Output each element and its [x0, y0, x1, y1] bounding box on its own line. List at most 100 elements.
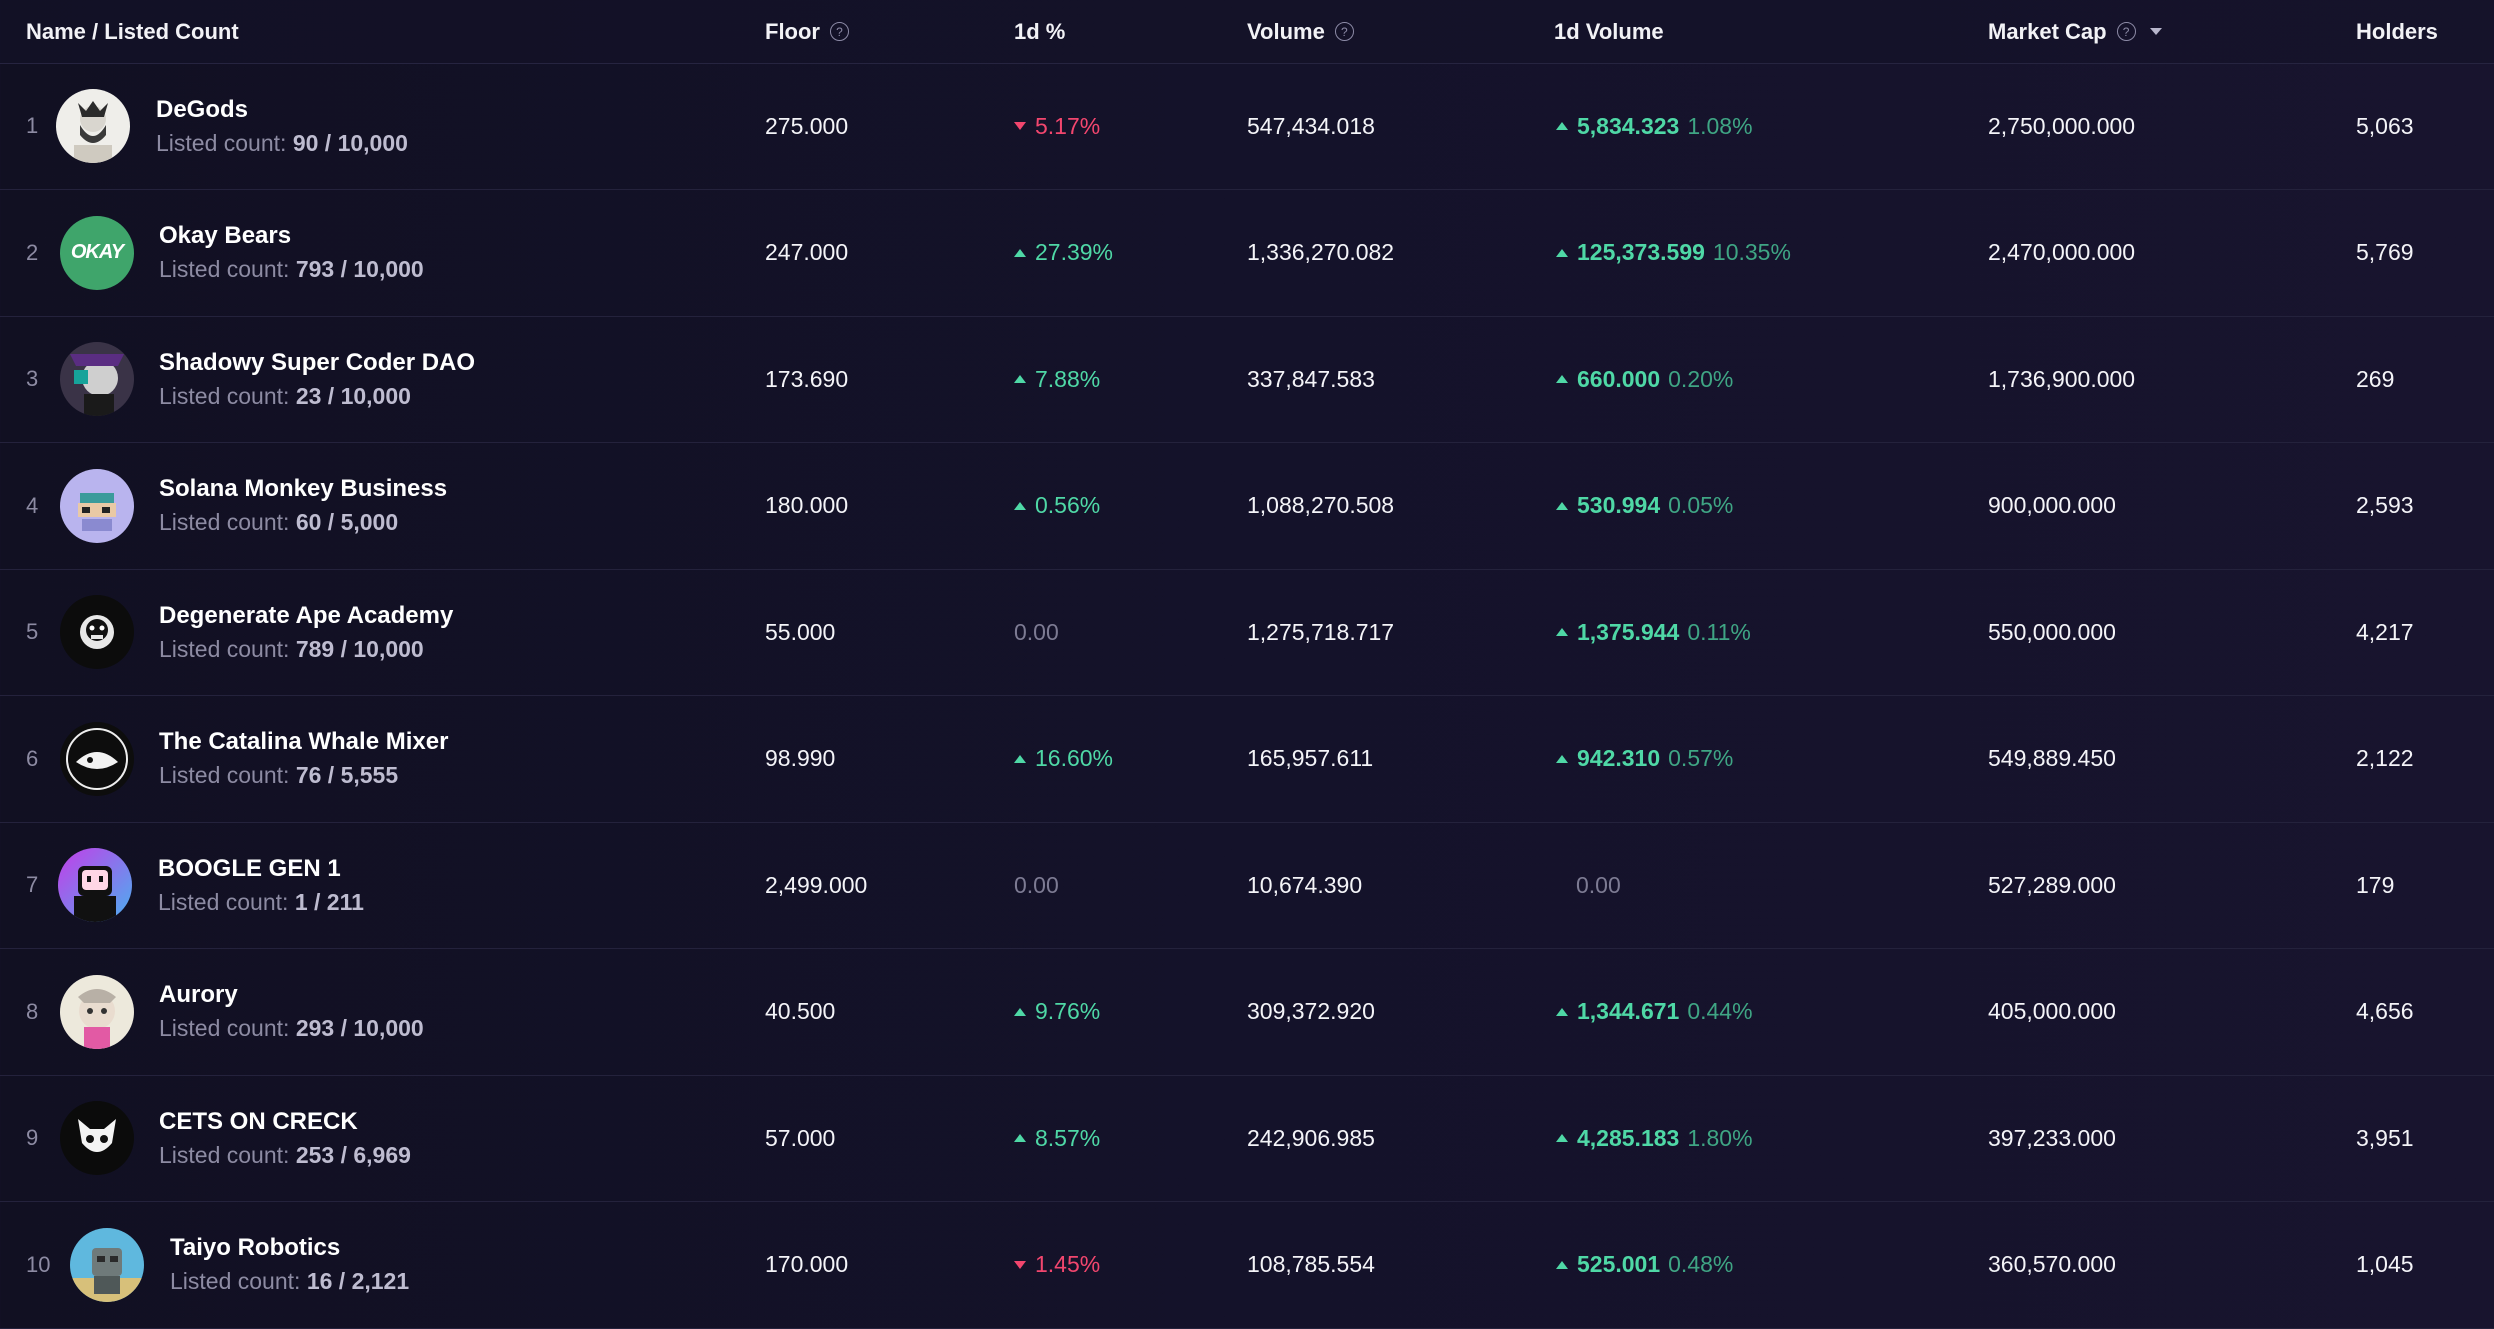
degods-avatar[interactable]: [56, 89, 130, 163]
caret-up-icon: [1556, 1134, 1568, 1142]
help-icon[interactable]: ?: [2116, 22, 2136, 41]
change-1d: 5.17%: [1014, 63, 1100, 189]
collection-name[interactable]: DeGods: [156, 95, 249, 123]
floor-price: 2,499.000: [765, 871, 868, 898]
market-cap: 527,289.000: [1988, 871, 2116, 898]
total-volume: 337,847.583: [1247, 365, 1375, 392]
volume-1d: 660.000 0.20%: [1556, 316, 1733, 442]
caret-up-icon: [1556, 1007, 1568, 1016]
change-1d: 8.57%: [1014, 1075, 1100, 1201]
collection-name[interactable]: Degenerate Ape Academy: [159, 601, 454, 629]
listed-count-value: 23 / 10,000: [295, 382, 411, 409]
caret-up-icon: [1556, 628, 1568, 636]
table-row[interactable]: 9 CETS ON CRECK Listed count: 253 / 6,969 5…: [0, 1075, 2494, 1202]
volume-1d: 942.310 0.57%: [1556, 696, 1733, 822]
collection-name[interactable]: Taiyo Robotics: [170, 1234, 341, 1261]
total-volume: 1,275,718.717: [1247, 618, 1395, 645]
collection-name-block[interactable]: Aurory Listed count: 293 / 10,000: [159, 949, 424, 1075]
listed-count: Listed count: 793 / 10,000: [159, 256, 424, 283]
caret-up-icon: [1014, 1007, 1026, 1016]
floor-price: 275.000: [765, 112, 849, 139]
change-1d-value: 0.00: [1014, 618, 1059, 645]
collection-name[interactable]: Aurory: [159, 981, 238, 1008]
volume-1d-pct: 0.11%: [1687, 618, 1751, 645]
total-volume: 547,434.018: [1247, 112, 1375, 139]
okay-bears-avatar[interactable]: OKAY: [60, 215, 134, 290]
table-row[interactable]: 6 The Catalina Whale Mixer Listed count: 7…: [0, 696, 2494, 823]
table-row[interactable]: 4 Solana Monkey Business Listed count: 60 …: [0, 443, 2494, 570]
table-row[interactable]: 10 Taiyo Robotics Listed count: 16 / 2,121…: [0, 1202, 2494, 1329]
header-name[interactable]: Name / Listed Count: [26, 18, 239, 44]
table-row[interactable]: 7 BOOGLE GEN 1 Listed count: 1 / 211 2,499.…: [0, 822, 2494, 949]
collection-name[interactable]: Okay Bears: [159, 222, 292, 249]
collection-name-block[interactable]: Solana Monkey Business Listed count: 60 /…: [159, 443, 447, 569]
market-cap: 2,470,000.000: [1988, 239, 2136, 265]
table-row[interactable]: 2 OKAY Okay Bears Listed count: 793 / 10,00…: [0, 190, 2494, 317]
header-holders[interactable]: Holders: [2356, 18, 2438, 44]
header-floor[interactable]: Floor?: [765, 0, 849, 63]
catalina-avatar[interactable]: [60, 721, 134, 796]
help-icon[interactable]: ?: [1334, 22, 1354, 41]
header-market-cap[interactable]: Market Cap?: [1988, 0, 2162, 63]
collection-name-block[interactable]: DeGods Listed count: 90 / 10,000: [156, 63, 408, 189]
total-volume: 309,372.920: [1247, 998, 1375, 1024]
cets-avatar[interactable]: [60, 1101, 134, 1175]
floor-price: 55.000: [765, 618, 836, 645]
collection-name-block[interactable]: CETS ON CRECK Listed count: 253 / 6,969: [159, 1075, 411, 1201]
smb-avatar[interactable]: [60, 468, 134, 543]
collection-name-block[interactable]: Okay Bears Listed count: 793 / 10,000: [159, 190, 424, 316]
collection-name[interactable]: Solana Monkey Business: [159, 475, 448, 502]
header-volume[interactable]: Volume?: [1247, 0, 1354, 63]
collection-name-block[interactable]: BOOGLE GEN 1 Listed count: 1 / 211: [158, 822, 364, 948]
header-1d-volume[interactable]: 1d Volume: [1554, 18, 1664, 44]
shadowy-avatar[interactable]: [60, 342, 134, 416]
floor-price: 40.500: [765, 998, 836, 1024]
rank-number: 10: [26, 1251, 51, 1277]
holders-count: 3,951: [2356, 1124, 2414, 1151]
listed-count-label: Listed count:: [156, 129, 293, 156]
ape-avatar[interactable]: [60, 595, 134, 669]
volume-1d-pct: 0.05%: [1668, 492, 1734, 518]
collection-name-block[interactable]: The Catalina Whale Mixer Listed count: 76…: [159, 696, 448, 822]
boogle-avatar[interactable]: [58, 848, 132, 922]
change-1d-value: 0.00: [1014, 871, 1059, 898]
table-row[interactable]: 8 Aurory Listed count: 293 / 10,000 40.500 9…: [0, 949, 2494, 1076]
aurory-avatar[interactable]: [60, 974, 134, 1049]
collection-name[interactable]: BOOGLE GEN 1: [158, 854, 341, 882]
change-1d-value: 5.17%: [1035, 112, 1101, 139]
volume-1d: 5,834.323 1.08%: [1556, 63, 1753, 189]
listed-count: Listed count: 90 / 10,000: [156, 130, 408, 157]
change-1d: 0.00: [1014, 822, 1059, 948]
caret-up-icon: [1014, 1134, 1026, 1142]
header-1d-pct[interactable]: 1d %: [1014, 18, 1066, 44]
holders-count: 1,045: [2356, 1251, 2414, 1277]
market-cap: 549,889.450: [1988, 745, 2116, 771]
collection-name-block[interactable]: Shadowy Super Coder DAO Listed count: 23 …: [159, 316, 475, 442]
collection-name-block[interactable]: Taiyo Robotics Listed count: 16 / 2,121: [170, 1202, 409, 1328]
listed-count: Listed count: 76 / 5,555: [159, 762, 448, 789]
change-1d-value: 0.56%: [1035, 492, 1101, 518]
total-volume: 10,674.390: [1247, 871, 1363, 898]
taiyo-avatar[interactable]: [70, 1227, 144, 1302]
collection-name[interactable]: Shadowy Super Coder DAO: [159, 348, 476, 376]
table-row[interactable]: 3 Shadowy Super Coder DAO Listed count: 23…: [0, 316, 2494, 443]
change-1d-value: 9.76%: [1035, 998, 1101, 1024]
listed-count: Listed count: 60 / 5,000: [159, 509, 447, 536]
listed-count-value: 793 / 10,000: [295, 256, 424, 282]
collection-name[interactable]: CETS ON CRECK: [159, 1107, 358, 1135]
help-icon[interactable]: ?: [830, 22, 849, 41]
holders-count: 179: [2356, 871, 2395, 898]
collection-name[interactable]: The Catalina Whale Mixer: [159, 728, 449, 755]
table-row[interactable]: 5 Degenerate Ape Academy Listed count: 789…: [0, 569, 2494, 696]
listed-count: Listed count: 16 / 2,121: [170, 1268, 409, 1295]
market-cap: 550,000.000: [1988, 618, 2116, 645]
listed-count-value: 90 / 10,000: [292, 129, 408, 156]
table-row[interactable]: 1 DeGods Listed count: 90 / 10,000 275.000 5…: [0, 63, 2494, 190]
volume-1d: 1,375.944 0.11%: [1556, 569, 1751, 695]
total-volume: 242,906.985: [1247, 1124, 1375, 1151]
change-1d: 0.56%: [1014, 443, 1100, 569]
sort-desc-icon[interactable]: [2149, 28, 2162, 35]
volume-1d-value: 525.001: [1577, 1251, 1661, 1277]
collection-name-block[interactable]: Degenerate Ape Academy Listed count: 789 …: [159, 569, 453, 695]
holders-count: 5,063: [2356, 112, 2414, 139]
